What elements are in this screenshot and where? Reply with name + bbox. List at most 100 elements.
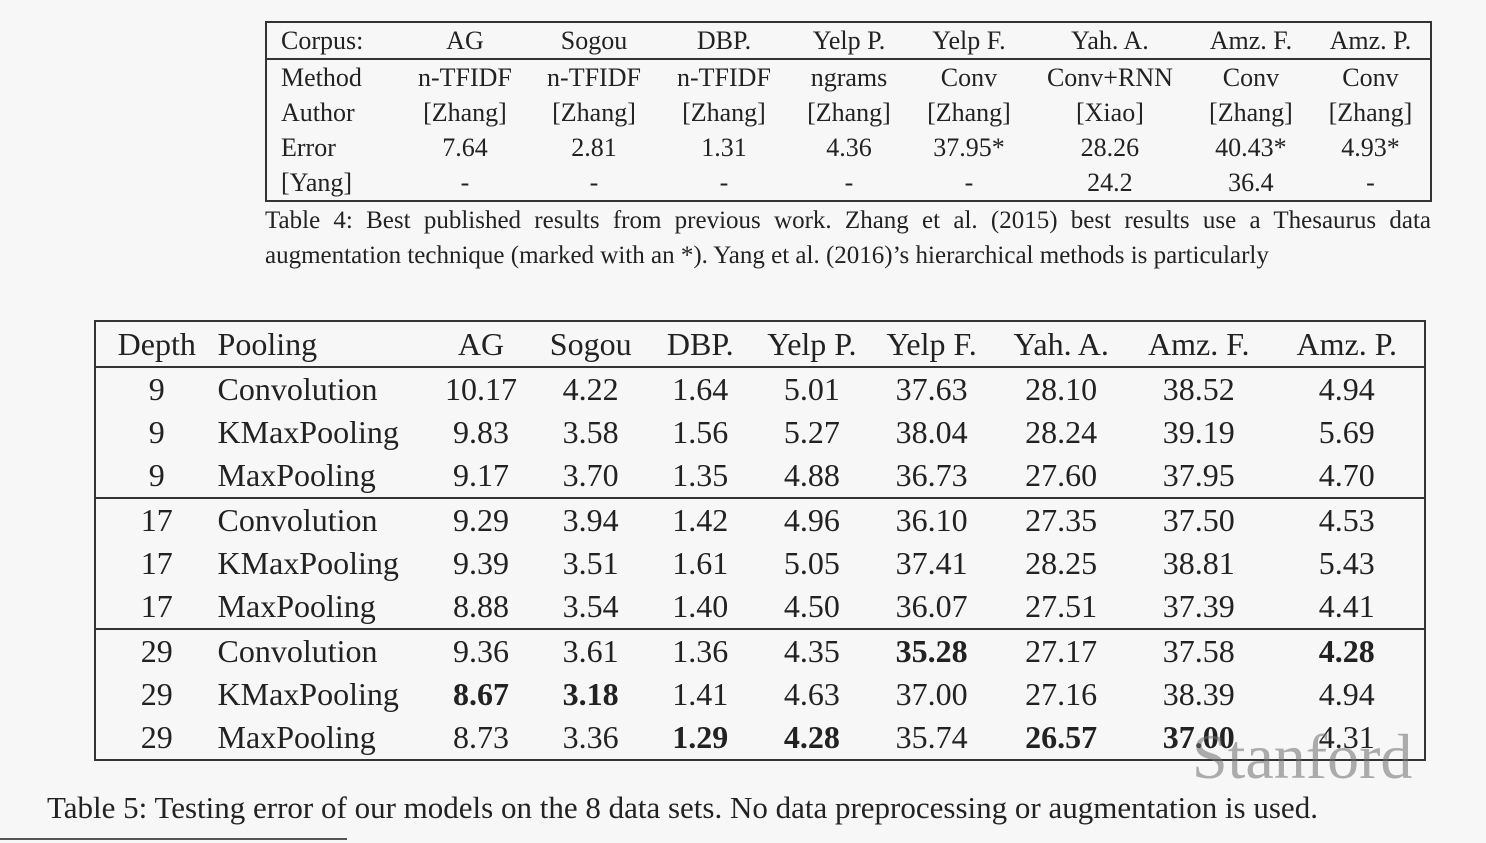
table-4-header-cell: Yah. A.: [1028, 22, 1191, 60]
table-4-cell: 4.93*: [1341, 133, 1400, 162]
table-4-header-cell: Amz. P.: [1310, 22, 1431, 60]
table-5-cell: 17: [140, 545, 173, 581]
table-5-cell: 1.61: [672, 545, 729, 581]
table-5-cell: 4.31: [1318, 719, 1375, 755]
table-5-cell: 29: [95, 628, 218, 673]
table-5: Depth Pooling AG Sogou DBP. Yelp P. Yelp F. Yah…: [94, 320, 1426, 761]
table-5-cell: 39.19: [1162, 414, 1235, 450]
table-5-cell: 27.35: [994, 497, 1128, 542]
table-5-cell: 4.96: [755, 497, 869, 542]
table-5-cell: 27.60: [1025, 457, 1098, 493]
table-5-cell: 8.73: [453, 719, 510, 755]
table-5-cell: 36.73: [895, 457, 968, 493]
table-5-cell: 29: [140, 719, 173, 755]
table-5-cell: 9.39: [453, 545, 510, 581]
table-5-cell: 4.41: [1318, 588, 1375, 624]
table-5-cell: MaxPooling: [217, 457, 376, 493]
table-4-row: Method n-TFIDF n-TFIDF n-TFIDF ngrams Conv Con…: [266, 59, 1431, 95]
table-5-cell: 36.07: [895, 588, 968, 624]
table-5-cell: 5.69: [1318, 414, 1375, 450]
table-5-cell: 37.41: [895, 545, 968, 581]
table-5-cell: 5.27: [783, 414, 840, 450]
table-5-cell: 37.63: [895, 371, 968, 407]
table-4-header-cell: Amz. F.: [1190, 22, 1311, 60]
table-4-cell: Conv: [1342, 63, 1399, 92]
table-5-cell: 1.35: [672, 457, 729, 493]
table-5-header-cell: Sogou: [535, 321, 646, 368]
table-5-cell: 4.35: [755, 628, 869, 673]
table-4-cell: 40.43*: [1215, 133, 1287, 162]
table-4-row: Error 7.64 2.81 1.31 4.36 37.95* 28.26 40.43* 4.…: [266, 130, 1431, 165]
table-5-header-cell: Yelp F.: [868, 321, 995, 368]
table-4-cell: Conv: [1222, 63, 1280, 92]
table-4-cell: [Xiao]: [1076, 98, 1144, 127]
table-5-cell: 17: [140, 588, 173, 624]
table-5-cell: MaxPooling: [217, 719, 376, 755]
table-5-cell: 1.36: [645, 628, 756, 673]
table-4-cell: -: [844, 168, 854, 197]
table-4-cell: -: [719, 168, 729, 197]
table-5-cell: 28.25: [1025, 545, 1098, 581]
table-5-cell: 9.83: [453, 414, 510, 450]
table-5-header-cell: Amz. F.: [1127, 321, 1270, 368]
table-5-cell: Convolution: [217, 371, 378, 407]
table-5-cell: 1.41: [672, 676, 729, 712]
table-4-cell: Conv: [940, 63, 998, 92]
table-4-cell: ngrams: [810, 63, 888, 92]
table-5-row: 9 MaxPooling 9.17 3.70 1.35 4.88 36.73 27.60 37.…: [95, 454, 1425, 498]
table-5-cell: 37.58: [1127, 628, 1270, 673]
table-5-header-row: Depth Pooling AG Sogou DBP. Yelp P. Yelp F. Yah…: [95, 321, 1425, 368]
table-5-row: 9 KMaxPooling 9.83 3.58 1.56 5.27 38.04 28.24 39…: [95, 411, 1425, 454]
table-5-cell: 10.17: [445, 371, 518, 407]
table-4-cell: 1.31: [701, 133, 747, 162]
table-5-cell: 28.24: [1025, 414, 1098, 450]
table-5-cell: 38.04: [895, 414, 968, 450]
table-4-cell: [Zhang]: [807, 98, 891, 127]
table-4-cell: [Zhang]: [682, 98, 766, 127]
table-4-cell: -: [460, 168, 470, 197]
table-4-cell: -: [964, 168, 974, 197]
footnote-rule: [0, 838, 347, 840]
table-4-cell: 24.2: [1087, 168, 1133, 197]
table-5-cell: KMaxPooling: [217, 414, 399, 450]
table-5-cell: Convolution: [217, 628, 427, 673]
table-4-header-cell: Yelp F.: [908, 22, 1029, 60]
table-5-cell: 9: [148, 371, 165, 407]
table-5-cell: Convolution: [217, 497, 427, 542]
table-4-cell: 28.26: [1080, 133, 1140, 162]
table-4-cell: 36.4: [1228, 168, 1274, 197]
table-5-cell: 1.42: [645, 497, 756, 542]
table-5-cell: 1.40: [672, 588, 729, 624]
table-5-row: 17 KMaxPooling 9.39 3.51 1.61 5.05 37.41 28.25 3…: [95, 542, 1425, 585]
table-4-header-cell: Yelp P.: [788, 22, 909, 60]
table-5-cell: 36.10: [868, 497, 995, 542]
table-4-header-cell: Sogou: [529, 22, 659, 60]
table-5-cell: KMaxPooling: [217, 676, 399, 712]
table-5-cell: 3.36: [562, 719, 619, 755]
table-5-header-cell: Yah. A.: [994, 321, 1128, 368]
table-5-row: 29 KMaxPooling 8.67 3.18 1.41 4.63 37.00 27.16 3…: [95, 673, 1425, 716]
table-5-cell: 9.17: [453, 457, 510, 493]
table-5-cell: 1.56: [672, 414, 729, 450]
table-4-cell: [Zhang]: [423, 98, 507, 127]
table-5-cell: 37.50: [1127, 497, 1270, 542]
table-4-header-row: Corpus: AG Sogou DBP. Yelp P. Yelp F. Yah. A. A…: [266, 22, 1431, 60]
table-4-row: Author [Zhang] [Zhang] [Zhang] [Zhang] [Zhang…: [266, 95, 1431, 130]
table-4-cell: Conv+RNN: [1046, 63, 1173, 92]
table-5-header-cell: Depth: [95, 321, 218, 368]
table-4-cell: [Yang]: [281, 168, 353, 197]
table-5-header-cell: DBP.: [645, 321, 756, 368]
table-5-header-cell: AG: [426, 321, 536, 368]
table-5-cell: KMaxPooling: [217, 545, 399, 581]
table-5-row: 29 Convolution 9.36 3.61 1.36 4.35 35.28 27.17 3…: [95, 628, 1425, 673]
table-4-cell: Method: [281, 63, 362, 92]
table-5-cell: 3.54: [562, 588, 619, 624]
table-5-cell: 8.67: [453, 676, 510, 712]
table-5-cell: 38.81: [1162, 545, 1235, 581]
table-5-cell: 29: [140, 676, 173, 712]
table-5-cell: 8.88: [453, 588, 510, 624]
table-5-cell: 38.52: [1162, 371, 1235, 407]
table-4-cell: [Zhang]: [927, 98, 1011, 127]
table-5-cell: 4.22: [562, 371, 619, 407]
table-5-cell: 17: [95, 497, 218, 542]
